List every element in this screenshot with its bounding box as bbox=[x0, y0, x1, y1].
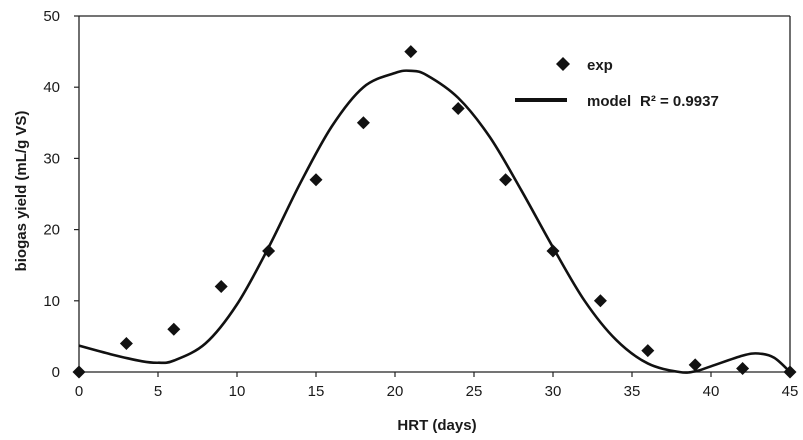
y-tick-label: 20 bbox=[43, 222, 60, 239]
legend-exp-label: exp bbox=[587, 57, 613, 74]
exp-data-point bbox=[356, 116, 370, 130]
x-tick-label: 15 bbox=[308, 383, 325, 400]
exp-data-point bbox=[262, 244, 276, 258]
x-tick-label: 45 bbox=[782, 383, 799, 400]
exp-series bbox=[72, 45, 797, 379]
x-tick-label: 25 bbox=[466, 383, 483, 400]
y-tick-label: 10 bbox=[43, 293, 60, 310]
exp-data-point bbox=[451, 102, 465, 116]
x-tick-label: 40 bbox=[703, 383, 720, 400]
axes bbox=[78, 15, 791, 373]
legend: exp model R² = 0.9937 bbox=[515, 57, 719, 110]
x-axis-label: HRT (days) bbox=[397, 417, 476, 434]
exp-data-point bbox=[72, 365, 86, 379]
x-tick-label: 10 bbox=[229, 383, 246, 400]
y-tick-label: 50 bbox=[43, 8, 60, 25]
x-tick-label: 35 bbox=[624, 383, 641, 400]
x-tick-label: 20 bbox=[387, 383, 404, 400]
legend-exp-marker bbox=[556, 57, 570, 71]
exp-data-point bbox=[641, 344, 655, 358]
x-tick-label: 30 bbox=[545, 383, 562, 400]
exp-data-point bbox=[688, 358, 702, 372]
exp-data-point bbox=[736, 361, 750, 375]
exp-data-point bbox=[783, 365, 797, 379]
y-tick-label: 40 bbox=[43, 79, 60, 96]
exp-data-point bbox=[404, 45, 418, 59]
exp-data-point bbox=[167, 322, 181, 336]
exp-data-point bbox=[593, 294, 607, 308]
y-tick-label: 30 bbox=[43, 150, 60, 167]
exp-data-point bbox=[309, 173, 323, 187]
exp-data-point bbox=[499, 173, 513, 187]
y-axis-label: biogas yield (mL/g VS) bbox=[13, 111, 30, 272]
x-tick-label: 0 bbox=[75, 383, 83, 400]
exp-data-point bbox=[119, 337, 133, 351]
exp-data-point bbox=[546, 244, 560, 258]
legend-model-label: model bbox=[587, 93, 631, 110]
y-tick-label: 0 bbox=[52, 364, 60, 381]
x-ticks: 0 5 10 15 20 25 30 35 40 45 bbox=[75, 372, 799, 400]
r-squared-annotation: R² = 0.9937 bbox=[640, 93, 719, 110]
exp-data-point bbox=[214, 280, 228, 294]
y-ticks: 0 10 20 30 40 50 bbox=[43, 8, 79, 381]
model-line bbox=[78, 69, 791, 374]
x-tick-label: 5 bbox=[154, 383, 162, 400]
model-series bbox=[78, 69, 791, 374]
